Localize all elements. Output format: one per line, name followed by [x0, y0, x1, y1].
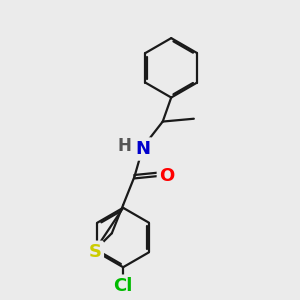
Text: S: S — [88, 243, 101, 261]
Text: Cl: Cl — [113, 277, 133, 295]
Text: N: N — [135, 140, 150, 158]
Text: H: H — [118, 137, 131, 155]
Text: O: O — [159, 167, 175, 185]
